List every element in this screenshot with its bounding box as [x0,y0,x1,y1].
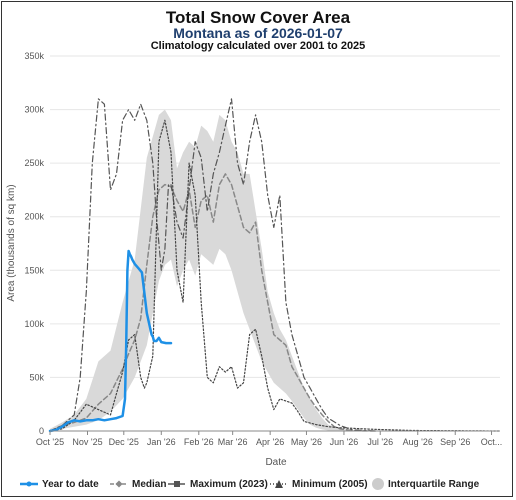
x-tick-label: Sep '26 [440,437,470,447]
x-tick-label: Oct '25 [36,437,64,447]
x-tick-label: Jun '26 [330,437,359,447]
legend-label: Maximum (2023) [190,478,268,490]
y-tick-label: 50k [29,372,44,382]
legend-item-interquartile-range[interactable]: Interquartile Range [372,476,479,492]
x-tick-label: Jan '26 [147,437,176,447]
x-axis-title: Date [265,457,287,468]
x-tick-label: Aug '26 [403,437,433,447]
median-line[interactable] [49,173,378,432]
legend-item-maximum[interactable]: Maximum (2023) [168,476,268,492]
legend-label: Minimum (2005) [292,478,368,490]
y-axis-title: Area (thousands of sq km) [6,184,17,301]
snow-cover-chart: 0 50k 100k 150k 200k 250k 300k 350k Oct '25 Nov '… [6,51,502,468]
y-tick-label: 150k [24,265,44,275]
year-to-date-line[interactable] [48,249,173,433]
maximum-swatch-icon [168,481,186,487]
x-tick-label: Apr '26 [256,437,284,447]
ytd-swatch-icon [20,481,38,487]
chart-climatology-note: Climatology calculated over 2001 to 2025 [150,40,366,52]
y-tick-label: 350k [24,51,44,61]
y-tick-label: 200k [24,212,44,222]
chart-subtitle: Montana as of 2026-01-07 [173,25,343,41]
minimum-swatch-icon [270,480,288,488]
legend-label: Interquartile Range [388,478,480,490]
legend-item-minimum[interactable]: Minimum (2005) [270,476,368,492]
legend-item-median[interactable]: Median [110,476,166,492]
x-tick-label: Oct... [481,437,503,447]
x-tick-label: Feb '26 [184,437,214,447]
legend: Year to date Median Maximum (2023) Minim… [0,476,516,492]
legend-item-year-to-date[interactable]: Year to date [20,476,99,492]
legend-label: Year to date [42,478,99,490]
y-tick-label: 100k [24,319,44,329]
y-tick-label: 300k [24,105,44,115]
axes-layer: 0 50k 100k 150k 200k 250k 300k 350k Oct '25 Nov '… [24,51,502,447]
chart-title: Total Snow Cover Area [165,8,351,27]
x-tick-label: Nov '25 [72,437,102,447]
x-tick-label: May '26 [291,437,322,447]
median-swatch-icon [110,480,128,488]
legend-label: Median [132,478,167,490]
iqr-band [50,109,377,431]
maximum-line[interactable] [49,98,378,432]
x-tick-label: Dec '25 [109,437,139,447]
y-tick-label: 0 [39,426,44,436]
series-layer [48,98,501,433]
y-tick-label: 250k [24,158,44,168]
x-tick-label: Mar '26 [218,437,248,447]
iqr-swatch-icon [372,478,384,490]
x-tick-label: Jul '26 [367,437,393,447]
iqr-layer [50,109,377,431]
